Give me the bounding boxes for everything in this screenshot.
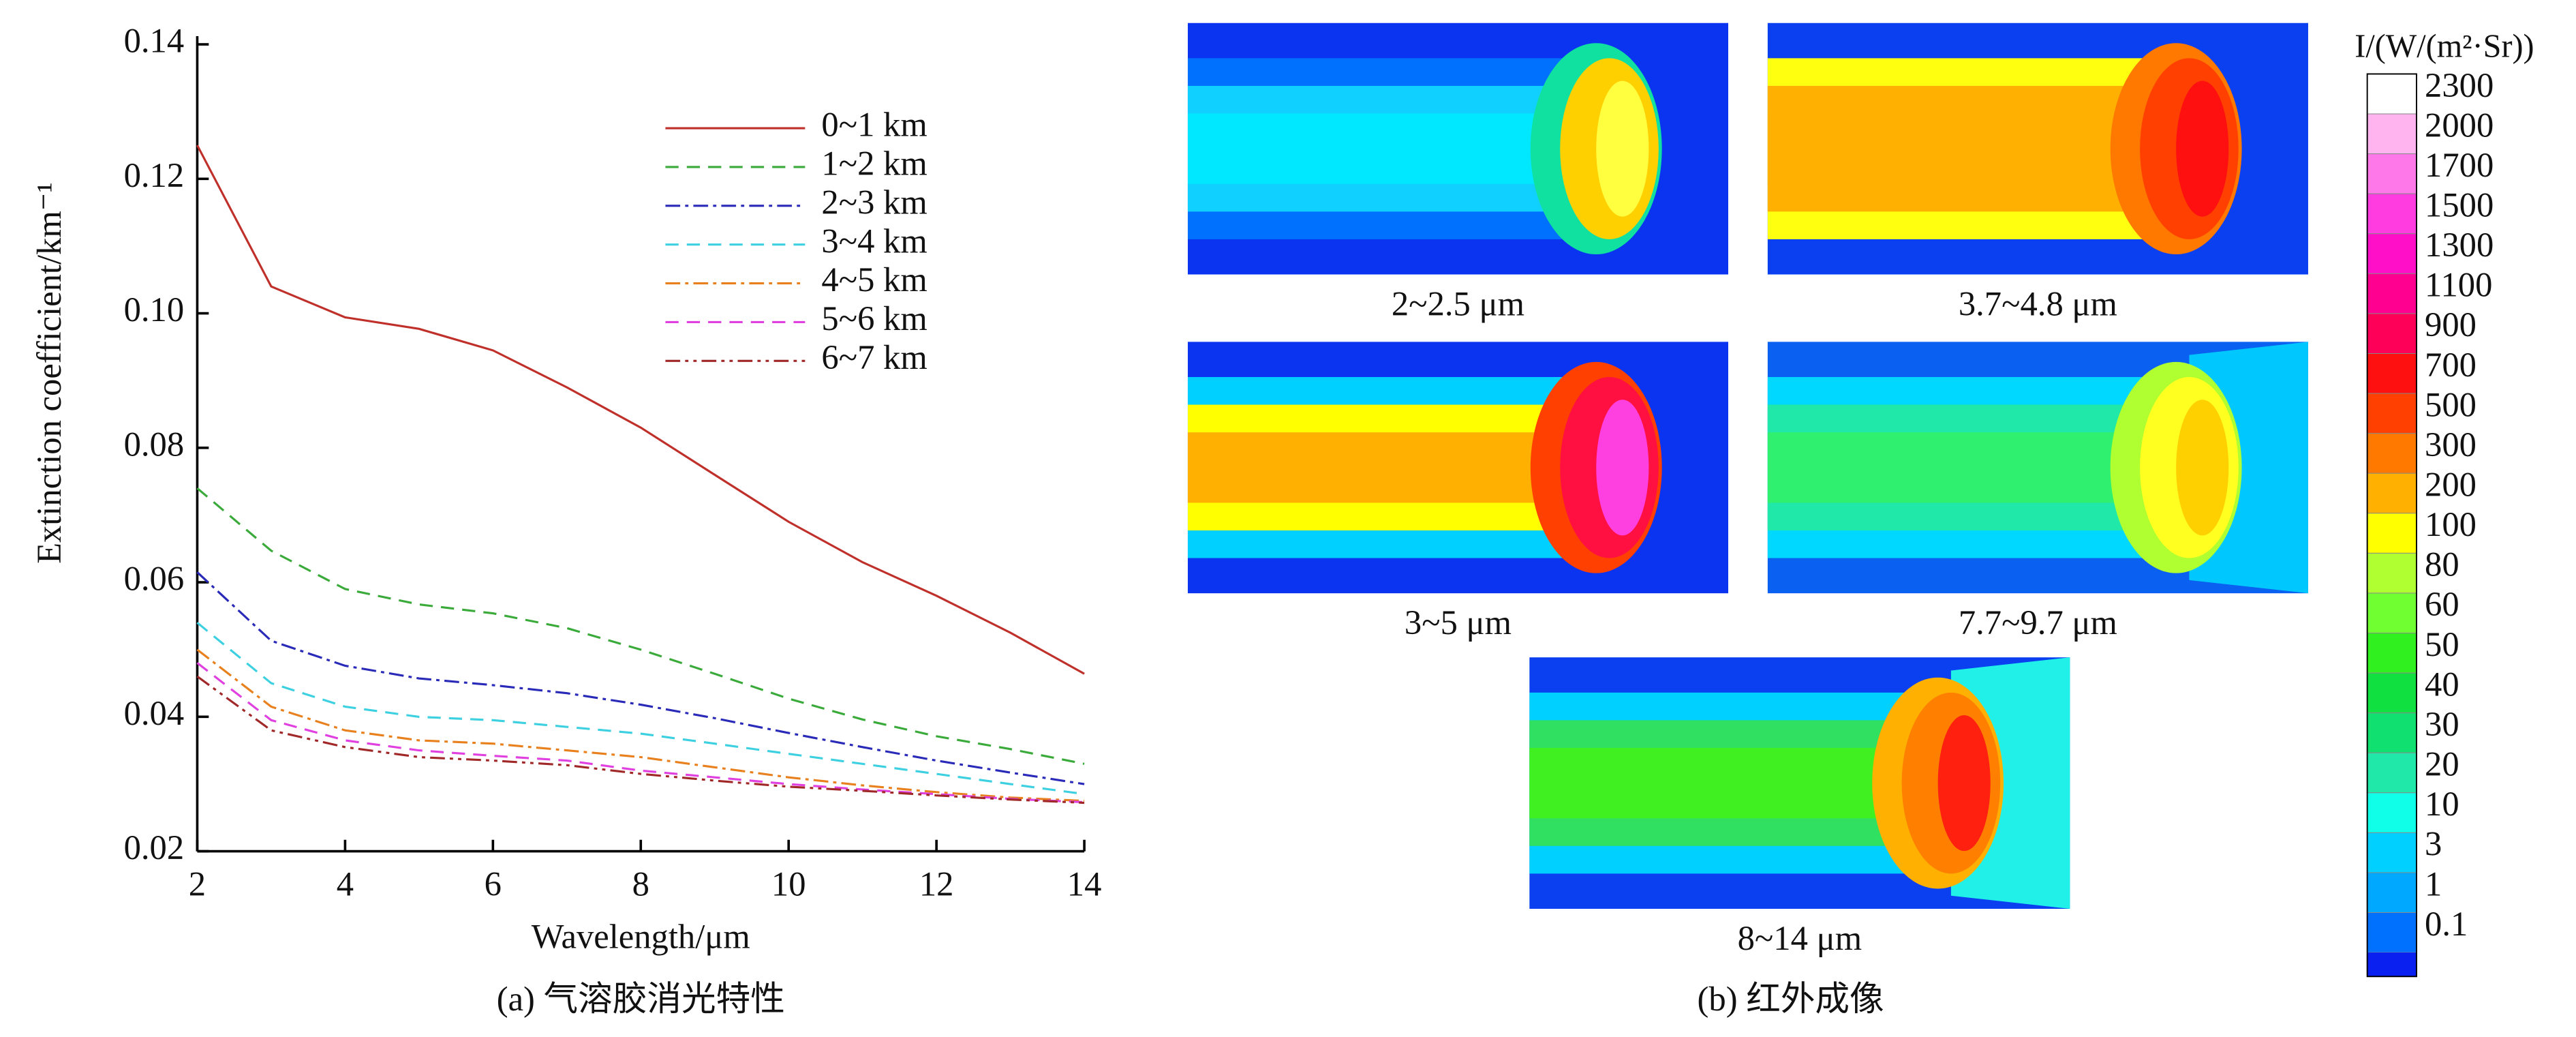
panel-label: 3~5 μm: [1405, 603, 1512, 642]
legend-label: 2~3 km: [821, 183, 927, 221]
legend-label: 1~2 km: [821, 145, 927, 183]
colorbar-swatch: [2367, 113, 2417, 155]
colorbar-label: 2300: [2425, 66, 2494, 104]
colorbar-swatch: [2367, 513, 2417, 554]
colorbar-swatch: [2367, 153, 2417, 194]
series-line: [196, 622, 1085, 796]
colorbar-label: 700: [2425, 346, 2477, 384]
panel-label: 8~14 μm: [1738, 919, 1862, 957]
legend-label: 3~4 km: [821, 222, 927, 260]
colorbar-swatch: [2367, 353, 2417, 394]
series-line: [196, 648, 1085, 802]
colorbar-swatch: [2367, 832, 2417, 873]
colorbar-label: 1500: [2425, 185, 2494, 224]
colorbar-swatch: [2367, 233, 2417, 274]
colorbar-swatch: [2367, 792, 2417, 833]
y-tick-label: 0.04: [124, 694, 185, 732]
colorbar-label: 1300: [2425, 226, 2494, 264]
plume-head: [1596, 400, 1649, 536]
x-tick-label: 14: [1067, 865, 1102, 903]
colorbar-label: 1700: [2425, 146, 2494, 184]
colorbar-swatch: [2367, 952, 2417, 977]
x-tick-label: 6: [485, 865, 502, 903]
plume-head: [2176, 80, 2229, 217]
x-tick-label: 2: [189, 865, 206, 903]
colorbar-label: 60: [2425, 585, 2459, 623]
series-line: [196, 145, 1085, 675]
colorbar-label: 10: [2425, 785, 2459, 823]
plume-head: [1937, 715, 1991, 852]
colorbar-swatch: [2367, 193, 2417, 235]
colorbar-label: 900: [2425, 305, 2477, 344]
colorbar-label: 1: [2425, 865, 2442, 903]
colorbar-label: 3: [2425, 825, 2442, 863]
y-tick-label: 0.12: [124, 156, 185, 194]
colorbar-swatch: [2367, 73, 2417, 115]
y-tick-label: 0.08: [124, 425, 185, 463]
colorbar-swatch: [2367, 433, 2417, 474]
y-tick-label: 0.06: [124, 560, 185, 598]
colorbar-swatch: [2367, 712, 2417, 753]
series-line: [196, 487, 1085, 765]
colorbar-label: 200: [2425, 466, 2477, 504]
panel-label: 2~2.5 μm: [1392, 284, 1524, 322]
colorbar-label: 80: [2425, 545, 2459, 584]
colorbar-swatch: [2367, 912, 2417, 953]
colorbar-title: I/(W/(m²·Sr)): [2355, 28, 2534, 64]
colorbar-label: 20: [2425, 745, 2459, 783]
colorbar-swatch: [2367, 393, 2417, 434]
colorbar-label: 100: [2425, 505, 2477, 543]
colorbar-swatch: [2367, 672, 2417, 714]
caption: (b) 红外成像: [1698, 980, 1884, 1018]
colorbar-swatch: [2367, 872, 2417, 914]
panel-label: 3.7~4.8 μm: [1959, 284, 2117, 322]
colorbar-label: 50: [2425, 625, 2459, 663]
colorbar-label: 2000: [2425, 106, 2494, 144]
colorbar-swatch: [2367, 752, 2417, 794]
panel-label: 7.7~9.7 μm: [1959, 603, 2117, 642]
y-axis-label: Extinction coefficient/km⁻¹: [30, 182, 68, 564]
legend-label: 6~7 km: [821, 338, 927, 376]
colorbar-swatch: [2367, 472, 2417, 514]
colorbar-swatch: [2367, 552, 2417, 594]
colorbar-label: 500: [2425, 385, 2477, 423]
x-tick-label: 12: [919, 865, 954, 903]
y-tick-label: 0.10: [124, 290, 185, 329]
colorbar-swatch: [2367, 633, 2417, 674]
series-line: [196, 571, 1085, 785]
colorbar-swatch: [2367, 273, 2417, 314]
colorbar-label: 40: [2425, 665, 2459, 703]
colorbar-swatch: [2367, 592, 2417, 633]
x-tick-label: 8: [632, 865, 649, 903]
y-tick-label: 0.02: [124, 828, 185, 867]
plume-head: [2176, 400, 2229, 536]
colorbar-label: 0.1: [2425, 905, 2468, 943]
series-line: [196, 675, 1085, 805]
colorbar-label: 300: [2425, 425, 2477, 464]
y-tick-label: 0.14: [124, 22, 185, 60]
colorbar-swatch: [2367, 313, 2417, 354]
legend-label: 0~1 km: [821, 106, 927, 144]
colorbar-frame: [2366, 73, 2417, 978]
x-axis-label: Wavelength/μm: [532, 917, 750, 955]
colorbar-label: 30: [2425, 705, 2459, 743]
x-tick-label: 4: [337, 865, 354, 903]
colorbar-label: 1100: [2425, 266, 2492, 304]
legend-label: 4~5 km: [821, 260, 927, 299]
legend-label: 5~6 km: [821, 299, 927, 337]
plume-head: [1596, 80, 1649, 217]
x-tick-label: 10: [771, 865, 806, 903]
caption: (a) 气溶胶消光特性: [497, 980, 785, 1018]
